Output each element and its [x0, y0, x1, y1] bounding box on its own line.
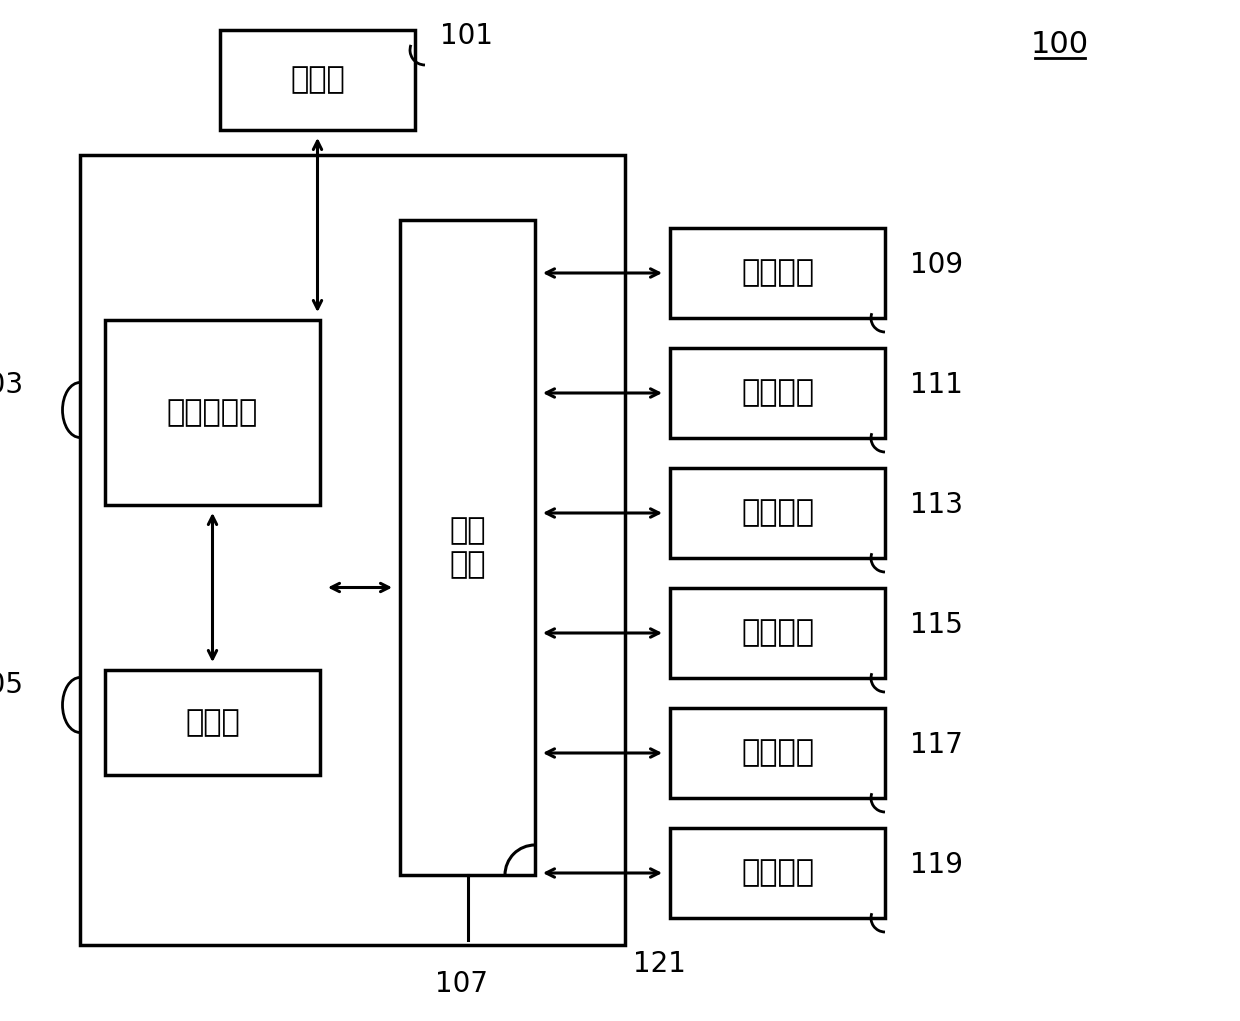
Text: 119: 119 [910, 850, 963, 879]
Bar [219, 30, 415, 130]
Text: 存储器: 存储器 [290, 65, 345, 95]
Text: 109: 109 [910, 251, 963, 279]
Text: 103: 103 [0, 371, 24, 399]
Text: 100: 100 [1030, 30, 1089, 59]
Text: 105: 105 [0, 671, 24, 699]
Bar [670, 348, 885, 438]
Bar [105, 670, 320, 775]
Bar [670, 588, 885, 678]
Text: 117: 117 [910, 731, 963, 759]
Text: 107: 107 [435, 970, 489, 998]
Text: 存储控制器: 存储控制器 [167, 398, 258, 427]
Text: 射频模块: 射频模块 [742, 258, 813, 288]
Text: 触控屏幕: 触控屏幕 [742, 738, 813, 768]
Text: 113: 113 [910, 491, 963, 519]
Bar [401, 220, 534, 875]
Text: 音频模块: 音频模块 [742, 619, 813, 647]
Text: 115: 115 [910, 611, 963, 639]
Text: 摄像模块: 摄像模块 [742, 498, 813, 528]
Bar [670, 468, 885, 558]
Text: 外设
接口: 外设 接口 [449, 517, 486, 579]
Text: 101: 101 [440, 22, 494, 50]
Text: 处理器: 处理器 [185, 708, 239, 737]
Text: 按键模块: 按键模块 [742, 859, 813, 887]
Bar [670, 228, 885, 318]
Text: 定位模块: 定位模块 [742, 379, 813, 407]
Bar [670, 708, 885, 798]
Text: 121: 121 [632, 950, 686, 978]
Bar [105, 320, 320, 505]
Text: 111: 111 [910, 371, 963, 399]
Bar [81, 155, 625, 945]
Bar [670, 828, 885, 918]
